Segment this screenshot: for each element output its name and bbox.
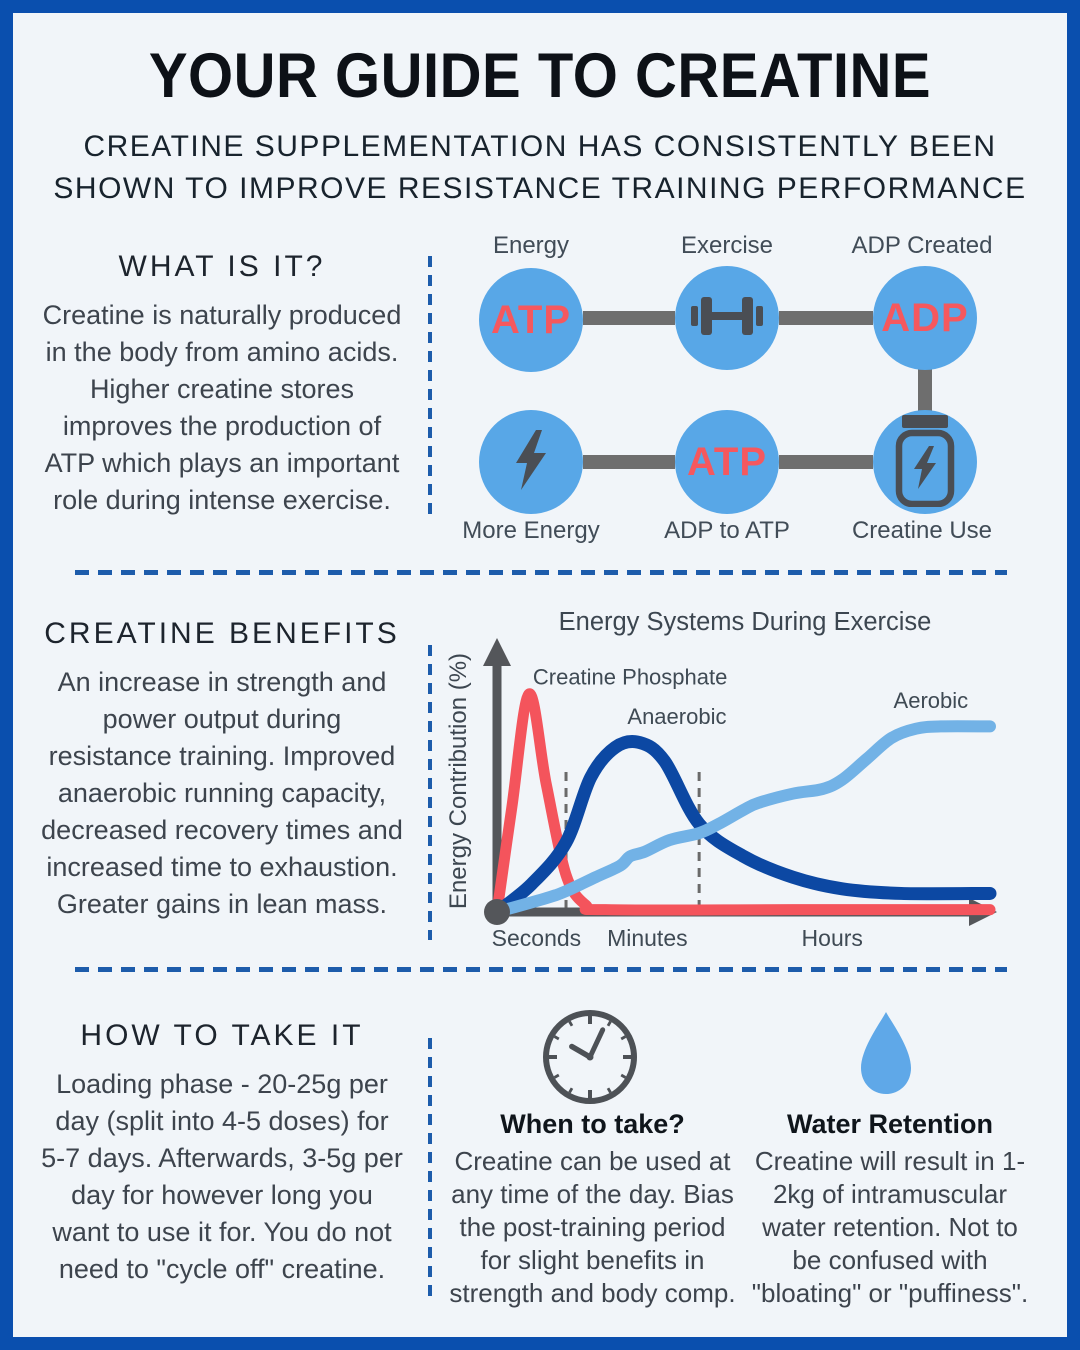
chart-curve-labels: Creatine Phosphate Anaerobic Aerobic	[533, 665, 968, 729]
y-axis-arrow	[483, 638, 511, 666]
horizontal-divider-2	[75, 967, 1007, 972]
subtitle: CREATINE SUPPLEMENTATION HAS CONSISTENTL…	[53, 130, 1027, 205]
diagram-label-adp-to-atp: ADP to ATP	[664, 517, 790, 544]
chart-origin-dot	[484, 899, 510, 925]
creatine-phosphate-curve-label: Creatine Phosphate	[533, 665, 727, 690]
circle-atp-energy: ATP	[479, 268, 583, 372]
connector-bar	[583, 311, 675, 325]
diagram-label-energy: Energy	[492, 232, 570, 259]
supplement-jar-icon	[888, 413, 962, 512]
connector-bar	[779, 455, 873, 469]
clock-tick	[568, 1020, 574, 1027]
circle-exercise	[675, 266, 779, 370]
how-to-body: Loading phase - 20-25g per day (split in…	[41, 1069, 403, 1284]
what-is-it-body: Creatine is naturally produced in the bo…	[42, 300, 402, 515]
bolt-icon	[511, 429, 551, 496]
circle-adp-to-atp: ATP	[675, 410, 779, 514]
aerobic-curve-label: Aerobic	[894, 688, 969, 713]
adp-label: ADP	[881, 295, 969, 340]
energy-systems-chart: Energy Systems During Exercise Energy Co…	[445, 608, 997, 951]
water-retention-heading: Water Retention	[786, 1109, 993, 1139]
circle-more-energy	[479, 410, 583, 514]
benefits-heading: CREATINE BENEFITS	[44, 617, 400, 650]
what-is-it-heading: WHAT IS IT?	[118, 250, 326, 283]
atp-label: ATP	[686, 439, 768, 484]
connector-bar	[583, 455, 675, 469]
chart-title: Energy Systems During Exercise	[559, 608, 932, 636]
clock-tick	[606, 1020, 612, 1027]
water-retention-body: Creatine will result in 1- 2kg of intram…	[751, 1146, 1029, 1308]
anaerobic-curve	[490, 735, 997, 919]
benefits-body: An increase in strength and power output…	[41, 667, 403, 919]
anaerobic-curve-label: Anaerobic	[627, 704, 726, 729]
vertical-divider-3	[428, 1038, 432, 1300]
clock-tick	[606, 1087, 612, 1094]
clock-tick	[553, 1035, 560, 1041]
x-axis-region-label: Minutes	[607, 925, 688, 951]
atp-label: ATP	[490, 297, 572, 342]
header: YOUR GUIDE TO CREATINE	[0, 40, 1080, 111]
connector-bar	[779, 311, 873, 325]
clock-tick	[620, 1073, 627, 1079]
clock-minute-hand	[587, 1027, 606, 1060]
water-drop-icon	[854, 1010, 918, 1101]
creatine-phosphate-curve	[491, 688, 996, 918]
clock-tick	[568, 1087, 574, 1094]
circle-adp-created: ADP	[873, 266, 977, 370]
main-title: YOUR GUIDE TO CREATINE	[148, 41, 932, 112]
clock-tick	[553, 1073, 560, 1079]
clock-hour-hand	[569, 1043, 593, 1060]
when-to-take-body: Creatine can be used at any time of the …	[449, 1146, 736, 1308]
horizontal-divider-1	[75, 570, 1007, 575]
circle-creatine-use	[873, 410, 977, 514]
diagram-label-adp-created: ADP Created	[851, 232, 993, 259]
diagram-label-creatine-use: Creatine Use	[851, 517, 993, 544]
x-axis-region-label: Hours	[802, 925, 863, 951]
aerobic-curve	[491, 720, 996, 918]
dumbbell-icon	[687, 291, 767, 346]
vertical-divider-2	[428, 645, 432, 940]
chart-x-axis-labels: Seconds Minutes Hours	[492, 925, 863, 951]
x-axis-region-label: Seconds	[492, 925, 582, 951]
how-to-heading: HOW TO TAKE IT	[80, 1019, 364, 1052]
vertical-divider-1	[428, 256, 432, 518]
diagram-label-exercise: Exercise	[680, 232, 774, 259]
diagram-label-more-energy: More Energy	[462, 517, 600, 544]
when-to-take-heading: When to take?	[500, 1109, 685, 1139]
clock-tick	[620, 1035, 627, 1041]
chart-curves	[490, 688, 997, 919]
chart-y-axis-label: Energy Contribution (%)	[445, 653, 472, 909]
clock-icon	[540, 1007, 640, 1112]
